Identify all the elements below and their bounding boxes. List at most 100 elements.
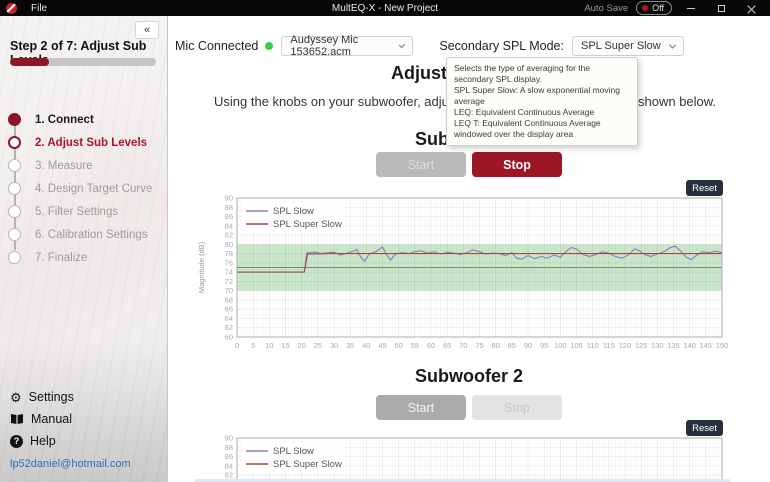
sidebar-item-filter-settings[interactable]: 5. Filter Settings — [8, 200, 166, 223]
close-icon — [747, 4, 756, 13]
restore-button[interactable] — [710, 1, 732, 15]
subwoofer1-start-button[interactable]: Start — [376, 152, 466, 177]
minimize-icon — [687, 7, 695, 9]
svg-text:88: 88 — [225, 203, 233, 212]
svg-text:90: 90 — [225, 434, 233, 443]
svg-text:86: 86 — [225, 452, 233, 461]
audyssey-logo-icon — [6, 2, 17, 14]
step-dot-icon — [8, 113, 21, 126]
subwoofer2-stop-button[interactable]: Stop — [472, 395, 562, 420]
svg-text:85: 85 — [508, 341, 516, 350]
sidebar-item-measure[interactable]: 3. Measure — [8, 154, 166, 177]
svg-text:SPL Slow: SPL Slow — [273, 206, 314, 217]
manual-label: Manual — [31, 412, 72, 426]
minimize-button[interactable] — [680, 1, 702, 15]
spl-mode-tooltip: Selects the type of averaging for the se… — [446, 57, 638, 147]
svg-text:86: 86 — [225, 212, 233, 221]
svg-text:66: 66 — [225, 305, 233, 314]
settings-button[interactable]: ⚙ Settings — [10, 390, 131, 404]
svg-text:140: 140 — [683, 341, 696, 350]
svg-text:150: 150 — [716, 341, 729, 350]
mic-connected-dot-icon — [265, 42, 274, 50]
svg-text:0: 0 — [235, 341, 239, 350]
sidebar-collapse-button[interactable]: « — [135, 21, 159, 39]
svg-text:62: 62 — [225, 323, 233, 332]
step-dot-icon — [8, 182, 21, 195]
tooltip-line: SPL Super Slow: A slow exponential movin… — [454, 85, 621, 107]
svg-text:145: 145 — [700, 341, 713, 350]
svg-text:25: 25 — [314, 341, 322, 350]
sidebar-item-adjust-sub-levels[interactable]: 2. Adjust Sub Levels — [8, 131, 166, 154]
step-dot-icon — [8, 251, 21, 264]
restore-icon — [717, 4, 725, 12]
sidebar-item-finalize[interactable]: 7. Finalize — [8, 246, 166, 269]
step-label: 6. Calibration Settings — [35, 228, 148, 241]
svg-text:82: 82 — [225, 471, 233, 480]
mic-select[interactable]: Audyssey Mic 153652.acm — [281, 34, 414, 58]
svg-text:74: 74 — [225, 268, 233, 277]
steps-list: 1. Connect 2. Adjust Sub Levels 3. Measu… — [8, 108, 166, 269]
tooltip-line: Selects the type of averaging for the se… — [454, 63, 591, 85]
book-icon — [11, 414, 23, 424]
manual-button[interactable]: Manual — [10, 412, 131, 426]
instructions-text-left: Using the knobs on your subwoofer, adju — [214, 94, 449, 109]
instructions-text-right: shown below. — [638, 94, 717, 109]
mic-status-label: Mic Connected — [175, 39, 259, 53]
svg-text:40: 40 — [362, 341, 370, 350]
subwoofer1-reset-button[interactable]: Reset — [686, 180, 723, 196]
sidebar-item-design-target-curve[interactable]: 4. Design Target Curve — [8, 177, 166, 200]
settings-label: Settings — [28, 390, 74, 404]
subwoofer2-controls: Start Stop — [168, 395, 770, 420]
svg-text:110: 110 — [587, 341, 599, 350]
svg-text:SPL Super Slow: SPL Super Slow — [273, 219, 342, 230]
help-label: Help — [30, 434, 56, 448]
svg-text:90: 90 — [524, 341, 532, 350]
svg-text:5: 5 — [251, 341, 255, 350]
svg-text:70: 70 — [225, 286, 233, 295]
progress-bar-fill — [10, 58, 50, 66]
svg-text:78: 78 — [225, 249, 233, 258]
progress-bar — [10, 58, 156, 66]
subwoofer1-controls: Start Stop — [168, 152, 770, 177]
svg-text:84: 84 — [225, 221, 233, 230]
svg-text:15: 15 — [281, 341, 289, 350]
help-button[interactable]: ? Help — [10, 434, 131, 448]
svg-text:55: 55 — [411, 341, 419, 350]
svg-text:60: 60 — [427, 341, 435, 350]
sidebar-item-calibration-settings[interactable]: 6. Calibration Settings — [8, 223, 166, 246]
autosave-toggle[interactable]: Off — [636, 1, 672, 15]
bottom-scrollbar[interactable] — [195, 479, 730, 482]
subwoofer1-stop-button[interactable]: Stop — [472, 152, 562, 177]
svg-text:65: 65 — [443, 341, 451, 350]
subwoofer2-reset-button[interactable]: Reset — [686, 420, 723, 436]
subwoofer2-start-button[interactable]: Start — [376, 395, 466, 420]
svg-text:90: 90 — [225, 194, 233, 203]
svg-text:115: 115 — [603, 341, 615, 350]
svg-text:64: 64 — [225, 314, 233, 323]
svg-text:80: 80 — [492, 341, 500, 350]
close-button[interactable] — [740, 1, 762, 15]
sidebar-item-connect[interactable]: 1. Connect — [8, 108, 166, 131]
gear-icon: ⚙ — [10, 389, 22, 405]
titlebar: File MultEQ-X - New Project Auto Save Of… — [0, 0, 770, 16]
autosave-state: Off — [652, 3, 664, 13]
step-label: 5. Filter Settings — [35, 205, 119, 218]
step-dot-icon — [8, 228, 21, 241]
svg-text:82: 82 — [225, 231, 233, 240]
spl-mode-value: SPL Super Slow — [580, 40, 661, 52]
svg-text:68: 68 — [225, 295, 233, 304]
svg-text:Magnitude (dB): Magnitude (dB) — [197, 241, 206, 293]
tooltip-line: LEQ T: Equivalent Continuous Average win… — [454, 118, 601, 140]
chevron-down-icon — [668, 41, 677, 49]
svg-text:70: 70 — [459, 341, 467, 350]
svg-text:105: 105 — [570, 341, 583, 350]
mic-select-value: Audyssey Mic 153652.acm — [290, 34, 359, 58]
account-email-link[interactable]: lp52daniel@hotmail.com — [10, 458, 131, 470]
svg-text:45: 45 — [378, 341, 386, 350]
svg-text:76: 76 — [225, 258, 233, 267]
svg-text:SPL Slow: SPL Slow — [273, 446, 314, 457]
step-label: 7. Finalize — [35, 251, 88, 264]
svg-text:SPL Super Slow: SPL Super Slow — [273, 459, 342, 470]
file-menu[interactable]: File — [31, 2, 48, 14]
spl-mode-select[interactable]: SPL Super Slow — [571, 36, 684, 56]
